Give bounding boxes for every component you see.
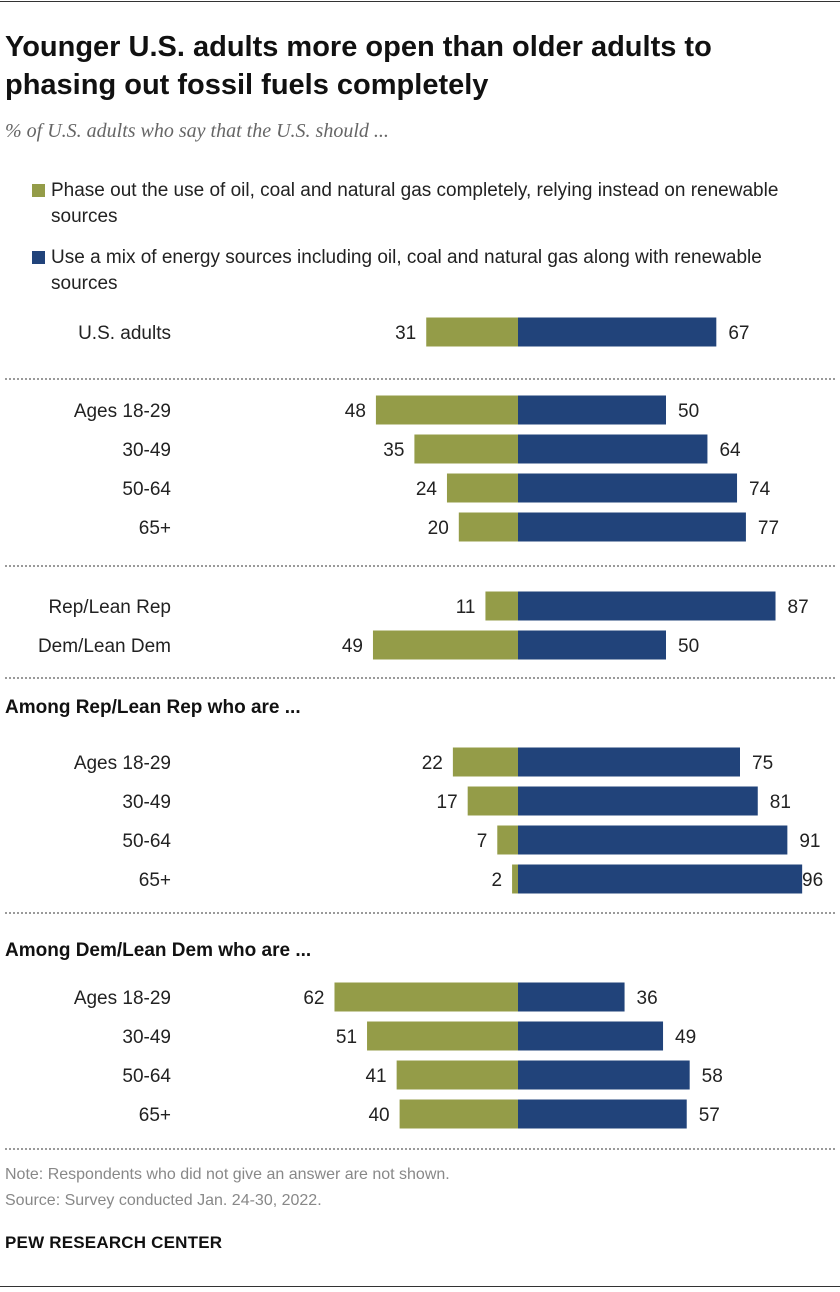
data-label-mix: 67 <box>728 323 749 344</box>
data-label-phase-out: 17 <box>437 792 458 813</box>
data-label-phase-out: 41 <box>365 1066 386 1087</box>
bar-phase-out <box>452 747 518 777</box>
bar-phase-out <box>334 982 518 1012</box>
top-rule <box>0 1 840 2</box>
bar-mix <box>518 317 717 347</box>
data-label-mix: 81 <box>770 792 791 813</box>
data-label-phase-out: 40 <box>368 1105 389 1126</box>
category-label: 30-49 <box>122 440 171 461</box>
data-label-phase-out: 7 <box>477 831 488 852</box>
data-label-phase-out: 11 <box>456 597 476 618</box>
category-label: 65+ <box>139 1105 171 1126</box>
section-header-dem: Among Dem/Lean Dem who are ... <box>5 940 312 961</box>
bar-phase-out <box>414 434 518 464</box>
bar-mix <box>518 747 740 777</box>
bar-mix <box>518 630 666 660</box>
bar-mix <box>518 1060 690 1090</box>
legend-swatch-phase-out <box>32 184 45 197</box>
divider <box>5 912 835 914</box>
data-label-phase-out: 31 <box>395 323 416 344</box>
category-label: 65+ <box>139 870 171 891</box>
bar-phase-out <box>426 317 518 347</box>
bar-phase-out <box>497 825 518 855</box>
category-label: 30-49 <box>122 1027 171 1048</box>
bar-mix <box>518 786 758 816</box>
section-header-rep: Among Rep/Lean Rep who are ... <box>5 697 301 718</box>
chart-note: Note: Respondents who did not give an an… <box>5 1166 450 1183</box>
data-label-mix: 58 <box>702 1066 723 1087</box>
category-label: Dem/Lean Dem <box>38 636 171 657</box>
bar-phase-out <box>375 395 518 425</box>
divider <box>5 1148 835 1150</box>
legend-item-phase-out: Phase out the use of oil, coal and natur… <box>32 178 832 230</box>
data-label-mix: 64 <box>719 440 741 461</box>
data-label-mix: 96 <box>802 870 823 891</box>
data-label-phase-out: 48 <box>345 401 366 422</box>
bar-phase-out <box>512 864 518 894</box>
data-label-phase-out: 20 <box>428 518 449 539</box>
divider <box>5 378 835 380</box>
bar-mix <box>518 591 776 621</box>
bar-phase-out <box>396 1060 518 1090</box>
bar-phase-out <box>367 1021 518 1051</box>
divider <box>5 677 835 679</box>
diverging-bar-chart: U.S. adults 31 67 Ages 18-29 48 50 30-49 35 64 50… <box>38 317 823 1129</box>
bottom-rule <box>0 1286 840 1287</box>
bar-phase-out <box>372 630 518 660</box>
bar-phase-out <box>399 1099 518 1129</box>
divider <box>5 565 835 567</box>
category-label: Ages 18-29 <box>74 753 171 774</box>
data-label-mix: 50 <box>678 401 699 422</box>
bar-phase-out <box>485 591 518 621</box>
data-label-mix: 75 <box>752 753 773 774</box>
bar-phase-out <box>458 512 518 542</box>
bar-mix <box>518 395 666 425</box>
category-label: 50-64 <box>122 831 171 852</box>
category-label: Ages 18-29 <box>74 401 171 422</box>
bar-mix <box>518 864 803 894</box>
data-label-phase-out: 2 <box>492 870 503 891</box>
legend-label-mix: Use a mix of energy sources including oi… <box>51 247 762 294</box>
bar-mix <box>518 1021 664 1051</box>
bar-mix <box>518 1099 687 1129</box>
bar-phase-out <box>446 473 518 503</box>
chart-source: Source: Survey conducted Jan. 24-30, 202… <box>5 1192 322 1209</box>
brand-logo-text: PEW RESEARCH CENTER <box>5 1233 223 1252</box>
legend-swatch-mix <box>32 251 45 264</box>
bar-phase-out <box>467 786 518 816</box>
bar-mix <box>518 982 625 1012</box>
data-label-mix: 91 <box>799 831 820 852</box>
data-label-mix: 50 <box>678 636 699 657</box>
data-label-phase-out: 49 <box>342 636 363 657</box>
data-label-phase-out: 22 <box>422 753 443 774</box>
category-label: 30-49 <box>122 792 171 813</box>
chart-subtitle: % of U.S. adults who say that the U.S. s… <box>5 120 389 142</box>
data-label-phase-out: 51 <box>336 1027 357 1048</box>
data-label-mix: 74 <box>749 479 771 500</box>
bar-mix <box>518 825 788 855</box>
category-label: U.S. adults <box>78 323 171 344</box>
data-label-mix: 57 <box>699 1105 720 1126</box>
category-label: Ages 18-29 <box>74 988 171 1009</box>
data-label-mix: 36 <box>637 988 658 1009</box>
data-label-phase-out: 35 <box>383 440 404 461</box>
bar-mix <box>518 473 738 503</box>
data-label-phase-out: 24 <box>416 479 438 500</box>
data-label-phase-out: 62 <box>303 988 324 1009</box>
category-label: 50-64 <box>122 479 171 500</box>
category-label: 65+ <box>139 518 171 539</box>
bar-mix <box>518 512 746 542</box>
category-label: Rep/Lean Rep <box>48 597 171 618</box>
data-label-mix: 49 <box>675 1027 696 1048</box>
chart-title: Younger U.S. adults more open than older… <box>5 31 712 101</box>
category-label: 50-64 <box>122 1066 171 1087</box>
bar-mix <box>518 434 708 464</box>
data-label-mix: 87 <box>788 597 809 618</box>
data-label-mix: 77 <box>758 518 779 539</box>
legend-label-phase-out: Phase out the use of oil, coal and natur… <box>51 180 779 227</box>
legend-item-mix: Use a mix of energy sources including oi… <box>32 245 832 297</box>
